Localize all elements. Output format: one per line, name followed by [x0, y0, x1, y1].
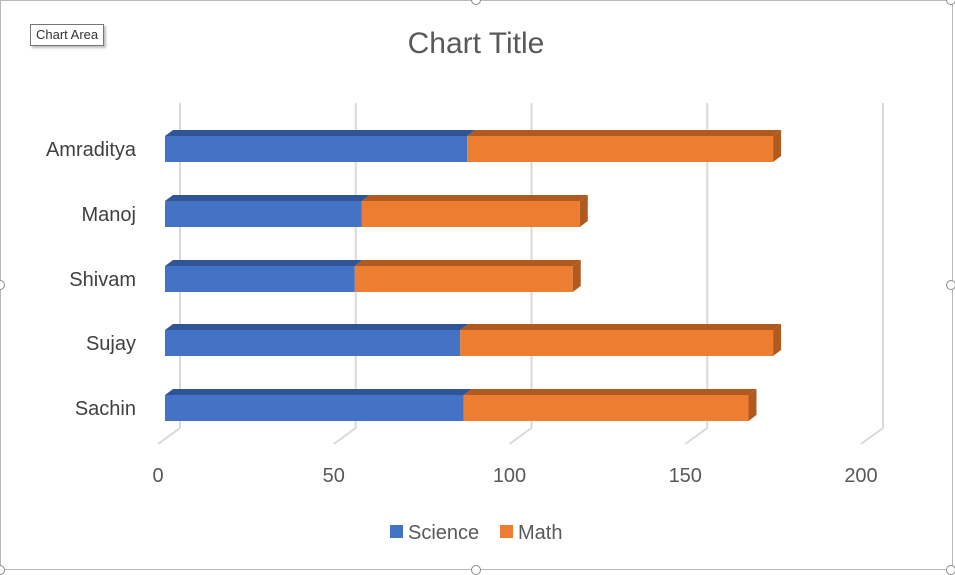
bar-science-sujay[interactable]	[165, 330, 461, 356]
bar-side	[572, 260, 581, 292]
bar-top-math	[460, 324, 782, 330]
bar-top-math	[354, 260, 581, 266]
legend[interactable]: Science Math	[390, 522, 562, 544]
bar-side	[579, 195, 588, 227]
legend-label: Science	[408, 522, 479, 544]
bar-side	[773, 324, 782, 356]
bar-side	[773, 130, 782, 162]
gridline-floor	[333, 427, 357, 445]
bar-math-sachin[interactable]	[463, 395, 749, 421]
bar-science-amraditya[interactable]	[165, 136, 468, 162]
bar-top-math	[463, 389, 757, 395]
category-label: Shivam	[69, 269, 136, 291]
gridline-floor	[684, 427, 708, 445]
bar-science-shivam[interactable]	[165, 266, 355, 292]
legend-swatch	[390, 525, 403, 538]
category-label: Manoj	[82, 204, 136, 226]
x-tick-label: 50	[323, 465, 345, 487]
chart-area-tooltip: Chart Area	[30, 24, 105, 46]
bar-top-science	[165, 195, 370, 201]
gridline-floor	[860, 427, 884, 445]
bar-math-amraditya[interactable]	[467, 136, 774, 162]
bar-math-shivam[interactable]	[354, 266, 573, 292]
legend-label: Math	[518, 522, 562, 544]
bar-side	[748, 389, 757, 421]
x-tick-label: 150	[669, 465, 702, 487]
legend-swatch	[500, 525, 513, 538]
category-label: Amraditya	[46, 139, 137, 161]
resize-handle-top-right[interactable]	[946, 0, 955, 5]
bar-top-science	[165, 260, 363, 266]
axis-labels: 0 50 100 150 200 Amraditya Manoj Shivam Sujay Sac…	[46, 139, 878, 487]
x-tick-label: 200	[844, 465, 877, 487]
bars	[165, 130, 782, 421]
bar-math-manoj[interactable]	[361, 201, 580, 227]
bar-top-science	[165, 389, 472, 395]
category-label: Sujay	[86, 333, 136, 355]
x-tick-label: 100	[493, 465, 526, 487]
x-tick-label: 0	[152, 465, 163, 487]
bar-science-manoj[interactable]	[165, 201, 362, 227]
bar-top-math	[361, 195, 588, 201]
gridline-floor	[157, 427, 181, 445]
bar-top-science	[165, 324, 469, 330]
chart-title[interactable]: Chart Title	[408, 27, 545, 60]
resize-handle-right[interactable]	[946, 280, 955, 290]
bar-top-science	[165, 130, 476, 136]
category-label: Sachin	[75, 398, 136, 420]
bar-top-math	[467, 130, 782, 136]
bar-science-sachin[interactable]	[165, 395, 464, 421]
bar-math-sujay[interactable]	[460, 330, 774, 356]
gridline-floor	[508, 427, 533, 445]
